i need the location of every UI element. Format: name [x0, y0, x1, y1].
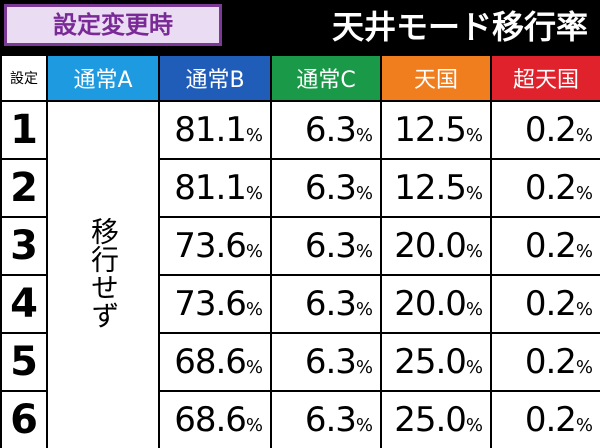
table: 設定 通常A 通常B 通常C 天国 超天国 1 移行せず 81.1% 6.3% 12.5…	[0, 54, 600, 448]
rate: 12.5%	[380, 158, 492, 218]
setting-number: 5	[0, 332, 48, 392]
column-header: 通常C	[270, 54, 382, 102]
rate: 20.0%	[380, 216, 492, 276]
rate: 0.2%	[490, 216, 600, 276]
column-header: 通常A	[46, 54, 160, 102]
row: 6 68.6% 6.3% 25.0% 0.2%	[0, 390, 600, 448]
rate: 68.6%	[158, 390, 272, 448]
setting-number: 3	[0, 216, 48, 276]
rate: 20.0%	[380, 274, 492, 334]
rate: 6.3%	[270, 100, 382, 160]
setting-number: 2	[0, 158, 48, 218]
column-header: 超天国	[490, 54, 600, 102]
rate: 6.3%	[270, 216, 382, 276]
rate: 68.6%	[158, 332, 272, 392]
row: 3 73.6% 6.3% 20.0% 0.2%	[0, 216, 600, 276]
column-header: 天国	[380, 54, 492, 102]
rate: 25.0%	[380, 332, 492, 392]
row: 2 81.1% 6.3% 12.5% 0.2%	[0, 158, 600, 218]
rate: 0.2%	[490, 274, 600, 334]
rate: 12.5%	[380, 100, 492, 160]
column-header: 設定	[0, 54, 48, 102]
rate: 25.0%	[380, 390, 492, 448]
rate: 73.6%	[158, 274, 272, 334]
rate: 73.6%	[158, 216, 272, 276]
rate: 6.3%	[270, 332, 382, 392]
column-header: 通常B	[158, 54, 272, 102]
rate: 6.3%	[270, 390, 382, 448]
row: 1 移行せず 81.1% 6.3% 12.5% 0.2%	[0, 100, 600, 448]
rate: 0.2%	[490, 332, 600, 392]
rate: 81.1%	[158, 158, 272, 218]
title-bar: 設定変更時 天井モード移行率	[0, 0, 600, 54]
rate: 0.2%	[490, 158, 600, 218]
row: 5 68.6% 6.3% 25.0% 0.2%	[0, 332, 600, 392]
setting-number: 6	[0, 390, 48, 448]
setting-number: 1	[0, 100, 48, 160]
rate: 0.2%	[490, 390, 600, 448]
badge: 設定変更時	[4, 4, 222, 46]
row: 4 73.6% 6.3% 20.0% 0.2%	[0, 274, 600, 334]
merged-text: 移行せず	[87, 217, 120, 329]
rate: 0.2%	[490, 100, 600, 160]
rate: 6.3%	[270, 274, 382, 334]
rate: 6.3%	[270, 158, 382, 218]
setting-number: 4	[0, 274, 48, 334]
merged-cell: 移行せず	[46, 100, 160, 448]
title: 天井モード移行率	[331, 8, 588, 46]
rate: 81.1%	[158, 100, 272, 160]
